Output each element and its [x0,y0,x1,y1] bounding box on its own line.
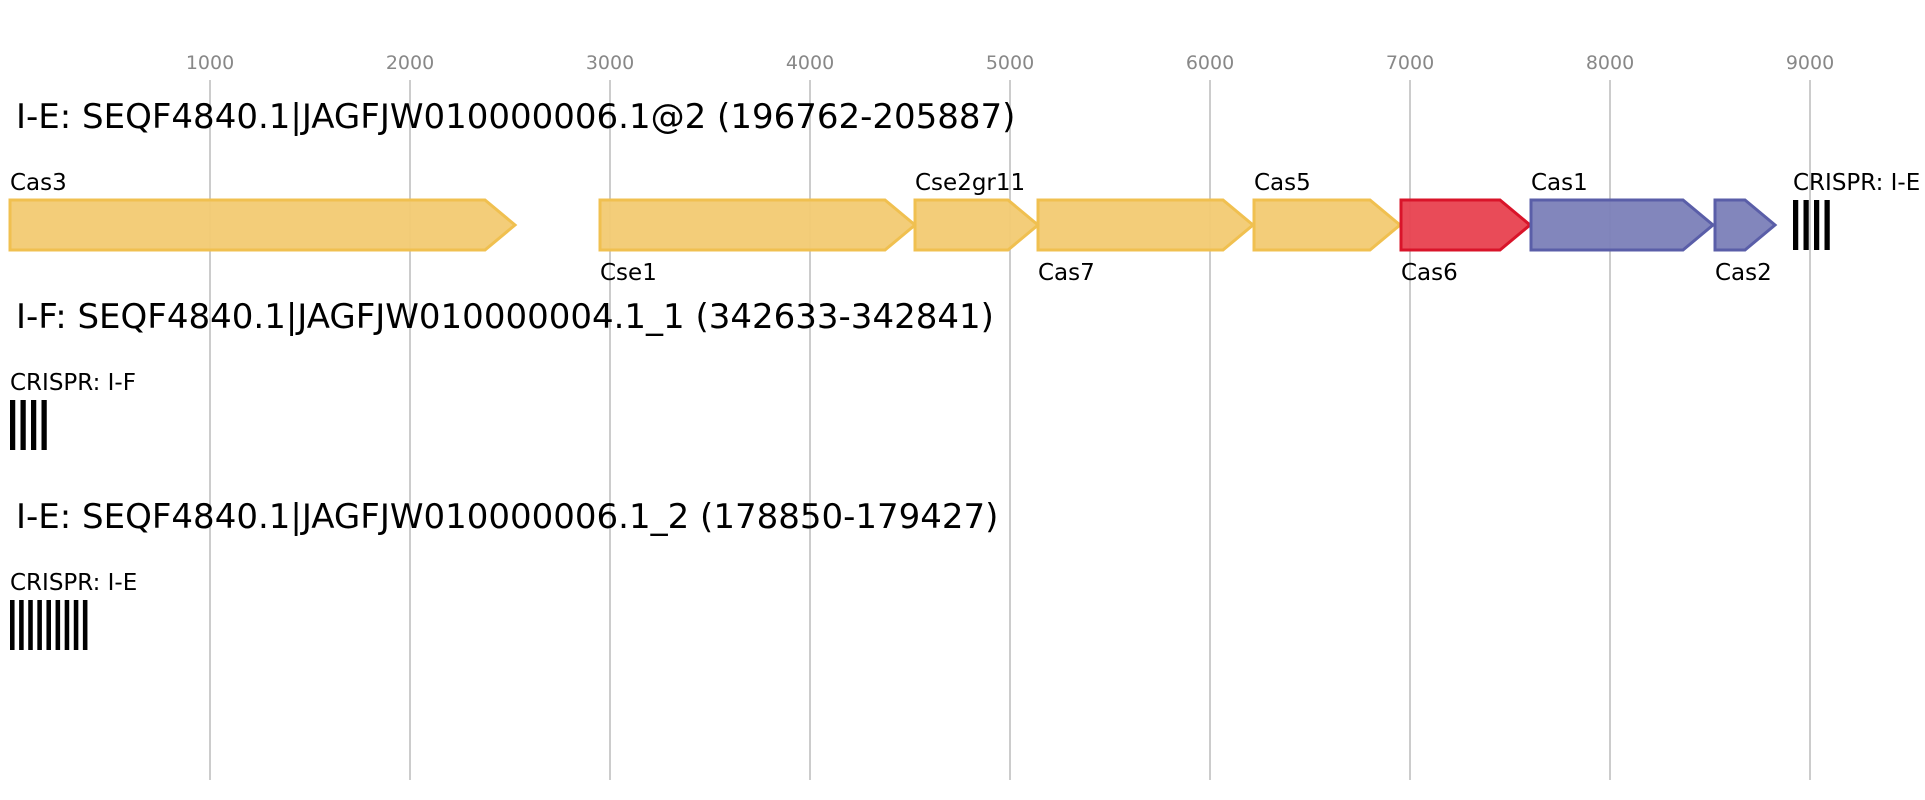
crispr-repeat [20,400,26,450]
crispr-repeat [1793,200,1799,250]
crispr-array [10,600,88,650]
gene-arrow [1713,198,1778,252]
crispr-label: CRISPR: I-E [1793,170,1920,196]
gene-label: Cas1 [1531,170,1588,196]
crispr-repeat [19,600,24,650]
tick-label: 1000 [186,52,234,74]
gene-arrow [1036,198,1256,252]
gene-label: Cas7 [1038,260,1095,286]
gene-label: Cas5 [1254,170,1311,196]
tick-label: 3000 [586,52,634,74]
crispr-repeat [28,600,33,650]
gene-arrow [1399,198,1533,252]
tick-label: 9000 [1786,52,1834,74]
gene-label: Cas3 [10,170,67,196]
gene-arrow [1252,198,1403,252]
crispr-array [1793,200,1830,250]
gene-arrow [1529,198,1716,252]
tick-label: 7000 [1386,52,1434,74]
gene-label: Cas2 [1715,260,1772,286]
crispr-array [10,400,47,450]
gene-arrow [598,198,918,252]
track-title: I-E: SEQF4840.1|JAGFJW010000006.1_2 (178… [16,497,998,537]
crispr-repeat [37,600,42,650]
crispr-repeat [46,600,51,650]
crispr-repeat [10,600,15,650]
crispr-repeat [10,400,16,450]
gene-arrow [913,198,1041,252]
crispr-repeat [31,400,37,450]
track-title: I-E: SEQF4840.1|JAGFJW010000006.1@2 (196… [16,97,1015,137]
tick-label: 6000 [1186,52,1234,74]
tick-label: 2000 [386,52,434,74]
crispr-repeat [1814,200,1820,250]
crispr-repeat [64,600,70,650]
tick-label: 8000 [1586,52,1634,74]
crispr-repeat [41,400,47,450]
crispr-label: CRISPR: I-F [10,370,136,396]
crispr-repeat [55,600,61,650]
crispr-repeat [73,600,79,650]
track-title: I-F: SEQF4840.1|JAGFJW010000004.1_1 (342… [16,297,994,337]
gene-label: Cas6 [1401,260,1458,286]
gene-label: Cse2gr11 [915,170,1025,196]
crispr-repeat [1803,200,1809,250]
tick-label: 5000 [986,52,1034,74]
crispr-label: CRISPR: I-E [10,570,137,596]
crispr-repeat [1824,200,1830,250]
tick-label: 4000 [786,52,834,74]
crispr-repeat [82,600,88,650]
gene-arrow [8,198,518,252]
gene-label: Cse1 [600,260,657,286]
